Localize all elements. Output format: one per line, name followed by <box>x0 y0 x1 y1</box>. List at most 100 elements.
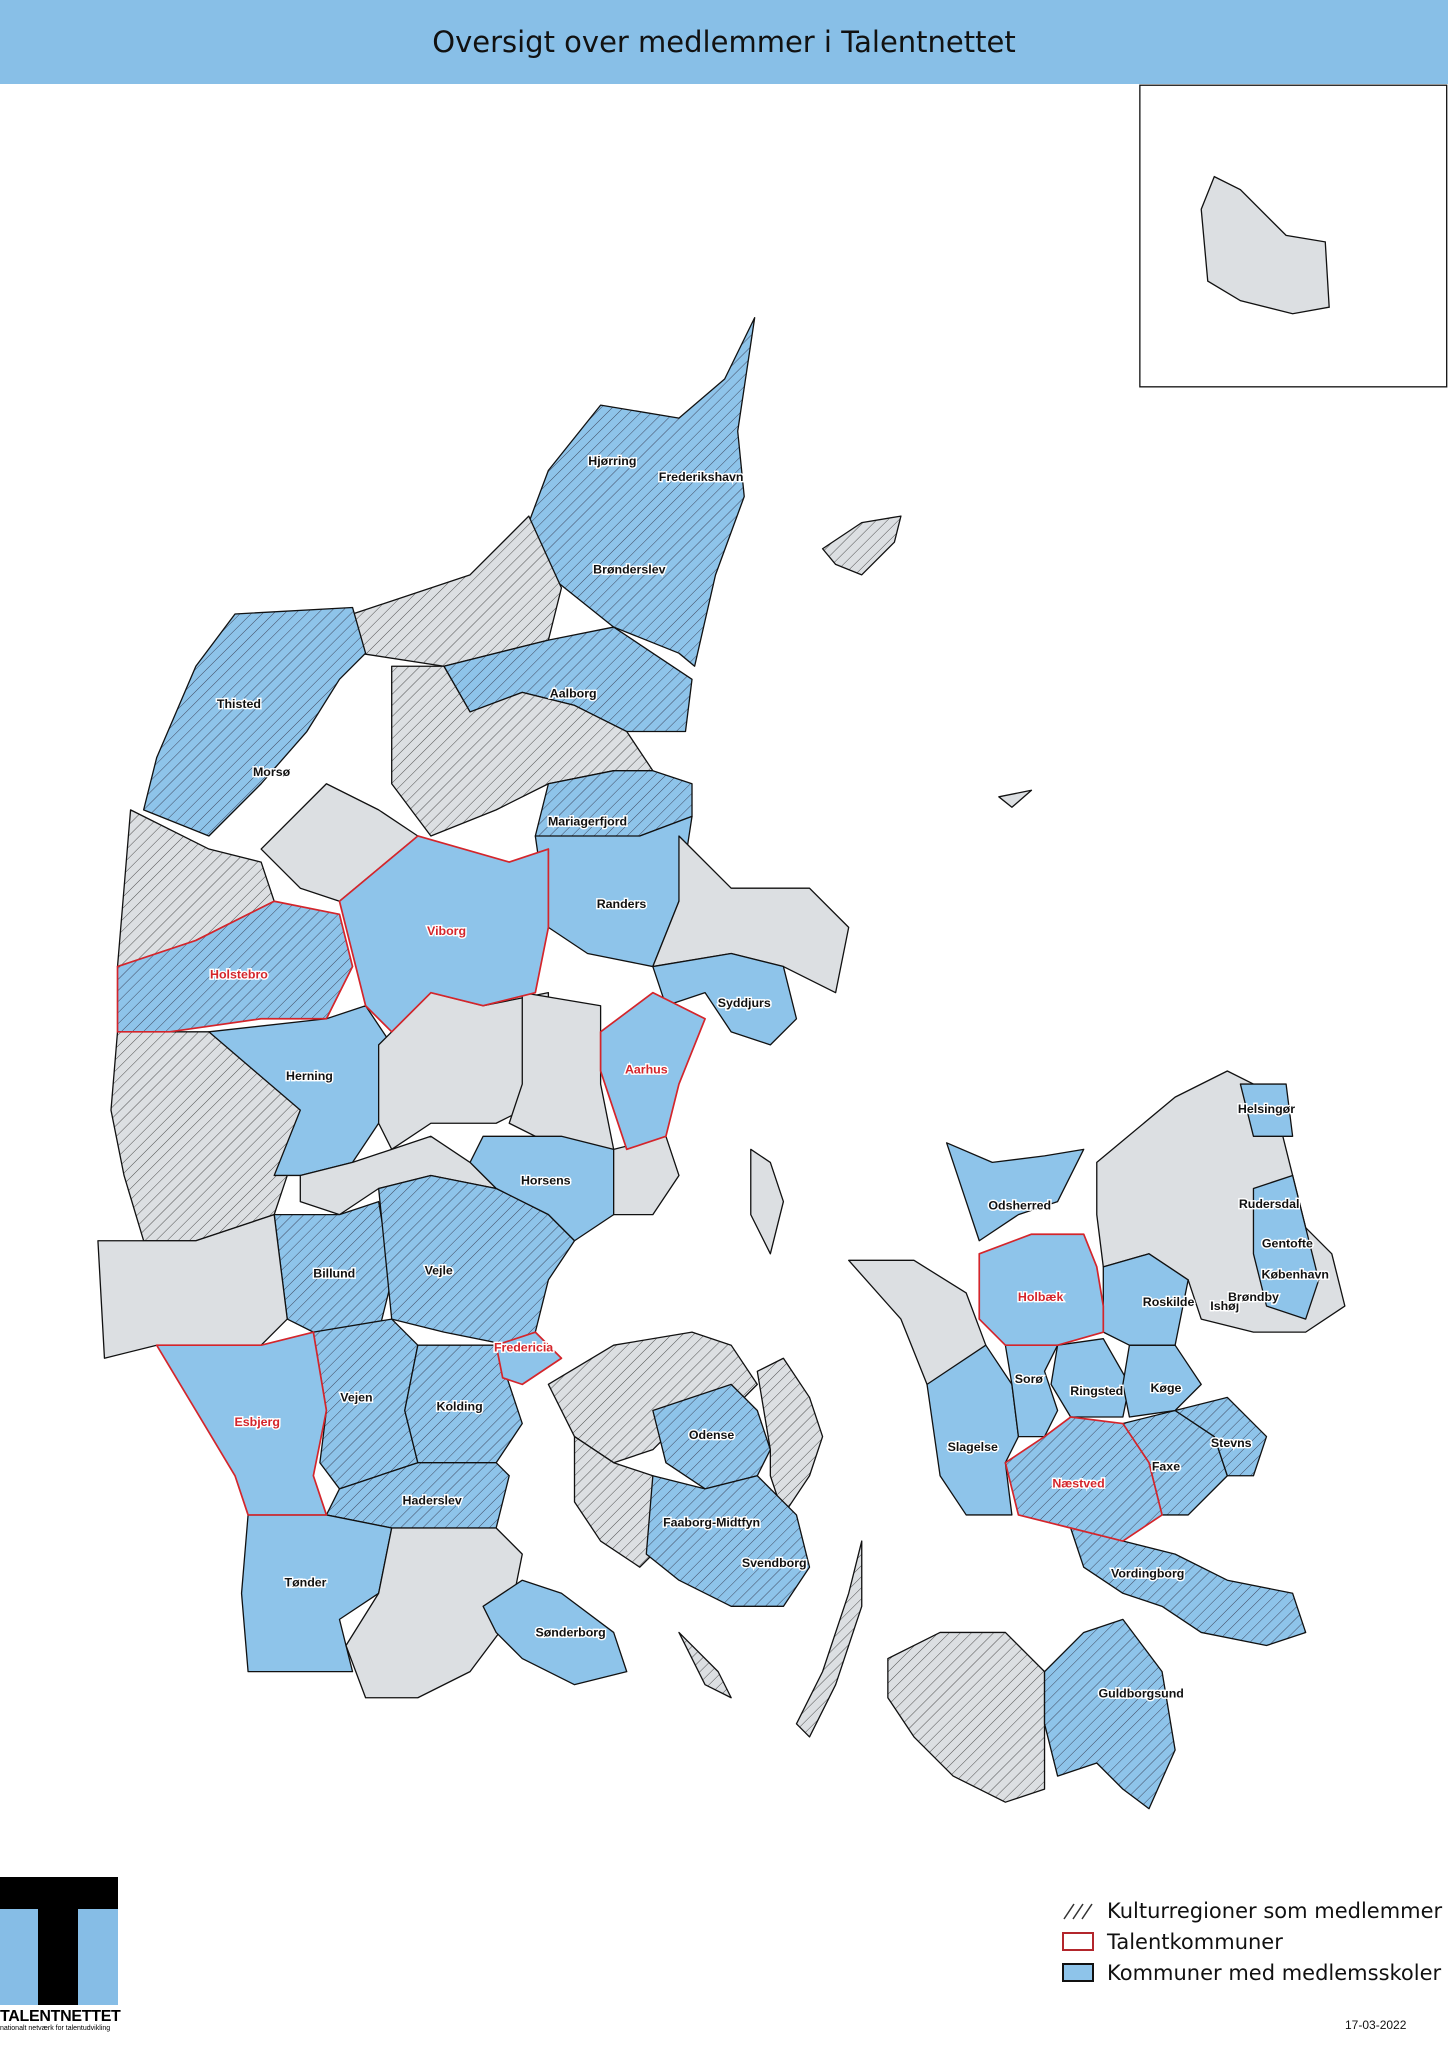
map-label: København <box>1262 1268 1329 1282</box>
hatch-swatch-icon <box>1063 1903 1093 1920</box>
region-sonderborg <box>482 1579 628 1686</box>
map-label: Køge <box>1150 1381 1181 1395</box>
region-ringsted <box>1050 1338 1131 1418</box>
map-label-talent: Aarhus <box>625 1063 668 1077</box>
map-label: Hjørring <box>588 454 636 468</box>
region-vordingborg <box>1070 1527 1307 1647</box>
region-aarhus <box>599 991 706 1151</box>
municipality-labels: Hjørring Frederikshavn Brønderslev Thist… <box>209 453 1331 1702</box>
map-label: Mariagerfjord <box>548 815 627 829</box>
region-naestved <box>1004 1416 1163 1542</box>
map-label-talent: Næstved <box>1052 1477 1104 1491</box>
map-label: Morsø <box>253 765 291 779</box>
map-label: Tønder <box>285 1576 327 1590</box>
map-label-talent: Viborg <box>427 924 466 938</box>
map-label: Aalborg <box>550 687 597 701</box>
map-label: Herning <box>286 1069 333 1083</box>
region-soro <box>1004 1344 1059 1438</box>
map-label: Vordingborg <box>1111 1567 1184 1581</box>
logo-t-mark <box>0 1877 118 2005</box>
map-label: Faaborg-Midtfyn <box>663 1516 760 1530</box>
region-tonder <box>240 1514 393 1673</box>
logo-name: TALENTNETTET <box>0 2008 121 2025</box>
region-langeland <box>795 1540 863 1738</box>
map-label: Vejen <box>340 1390 372 1404</box>
region-holbaek <box>978 1233 1105 1347</box>
map-label: Ishøj <box>1210 1299 1239 1313</box>
map-label-talent: Holbæk <box>1018 1290 1064 1304</box>
region-aero <box>678 1631 732 1699</box>
region-viborg <box>338 835 550 1033</box>
map-label: Randers <box>597 897 647 911</box>
red-outline-swatch-icon <box>1062 1932 1094 1951</box>
map-label-talent: Fredericia <box>494 1341 553 1355</box>
blue-fill-swatch-icon <box>1062 1963 1094 1982</box>
region-esbjerg <box>155 1331 328 1516</box>
map-label: Sorø <box>1015 1372 1044 1386</box>
map-label: Gentofte <box>1262 1236 1313 1250</box>
map-label: Stevns <box>1211 1436 1252 1450</box>
map-label: Billund <box>313 1266 355 1280</box>
map-label: Svendborg <box>742 1556 807 1570</box>
map-label: Syddjurs <box>718 996 771 1010</box>
map-label: Brønderslev <box>593 563 665 577</box>
legend-item-kulturregioner: Kulturregioner som medlemmer <box>1062 1895 1442 1926</box>
region-guldborgsund <box>1043 1618 1176 1810</box>
map-label: Helsingør <box>1238 1102 1295 1116</box>
map-label: Ringsted <box>1070 1384 1123 1398</box>
region-herning <box>208 1005 393 1177</box>
map-label: Frederikshavn <box>659 470 744 484</box>
region-faaborg-svendborg <box>645 1475 811 1607</box>
region-odense <box>652 1383 772 1490</box>
region-jammerbugt <box>351 515 563 667</box>
legend-item-talentkommuner: Talentkommuner <box>1062 1926 1442 1957</box>
region-thisted <box>142 606 367 837</box>
map-label: Kolding <box>437 1399 483 1413</box>
map-label: Haderslev <box>403 1493 462 1507</box>
island-samso <box>750 1148 785 1255</box>
region-fredericia <box>495 1331 563 1386</box>
map-label: Vejle <box>425 1264 453 1278</box>
region-odsherred <box>945 1142 1085 1242</box>
region-skanderborg <box>508 992 615 1150</box>
map-label: Brøndby <box>1228 1290 1279 1304</box>
map-label: Rudersdal <box>1239 1197 1300 1211</box>
map-label: Odsherred <box>988 1198 1051 1212</box>
region-stevns <box>1174 1396 1268 1477</box>
map-label: Faxe <box>1152 1460 1180 1474</box>
legend-label: Kulturregioner som medlemmer <box>1107 1898 1443 1923</box>
region-lolland <box>887 1631 1046 1803</box>
region-nyborg-kerteminde <box>756 1357 824 1516</box>
region-syddjurs <box>652 952 798 1046</box>
logo-tagline: nationalt netværk for talentudvikling <box>0 2025 111 2032</box>
legend-label: Kommuner med medlemsskoler <box>1107 1960 1442 1985</box>
map-label: Guldborgsund <box>1098 1687 1183 1701</box>
region-capital-municipalities <box>1252 1174 1320 1320</box>
map-label: Thisted <box>217 697 261 711</box>
map-label: Sønderborg <box>535 1625 605 1639</box>
talentnettet-logo: TALENTNETTET nationalt netværk for talen… <box>0 1877 121 2033</box>
map-label: Roskilde <box>1143 1295 1195 1309</box>
region-hjorring-frederikshavn-bronderslev <box>528 316 756 667</box>
region-helsingor <box>1239 1083 1294 1137</box>
island-anholt <box>998 789 1033 808</box>
region-holstebro <box>116 900 354 1033</box>
map-label: Horsens <box>521 1174 571 1188</box>
map-legend: Kulturregioner som medlemmer Talentkommu… <box>1062 1895 1442 1988</box>
map-label-talent: Holstebro <box>210 967 268 981</box>
map-date: 17-03-2022 <box>1345 2018 1407 2032</box>
map-label: Slagelse <box>948 1440 998 1454</box>
region-odder <box>613 1135 680 1216</box>
header-bar: Oversigt over medlemmer i Talentnettet <box>0 0 1448 84</box>
map-label: Odense <box>689 1428 735 1442</box>
region-aabenraa <box>345 1527 523 1699</box>
map-label-talent: Esbjerg <box>234 1415 279 1429</box>
region-bornholm <box>1200 175 1330 315</box>
legend-item-medlemsskoler: Kommuner med medlemsskoler <box>1062 1957 1442 1988</box>
island-laeso <box>821 515 902 576</box>
region-norddjurs <box>652 835 850 994</box>
legend-label: Talentkommuner <box>1107 1929 1283 1954</box>
region-billund <box>273 1200 393 1333</box>
page-title: Oversigt over medlemmer i Talentnettet <box>432 25 1016 59</box>
